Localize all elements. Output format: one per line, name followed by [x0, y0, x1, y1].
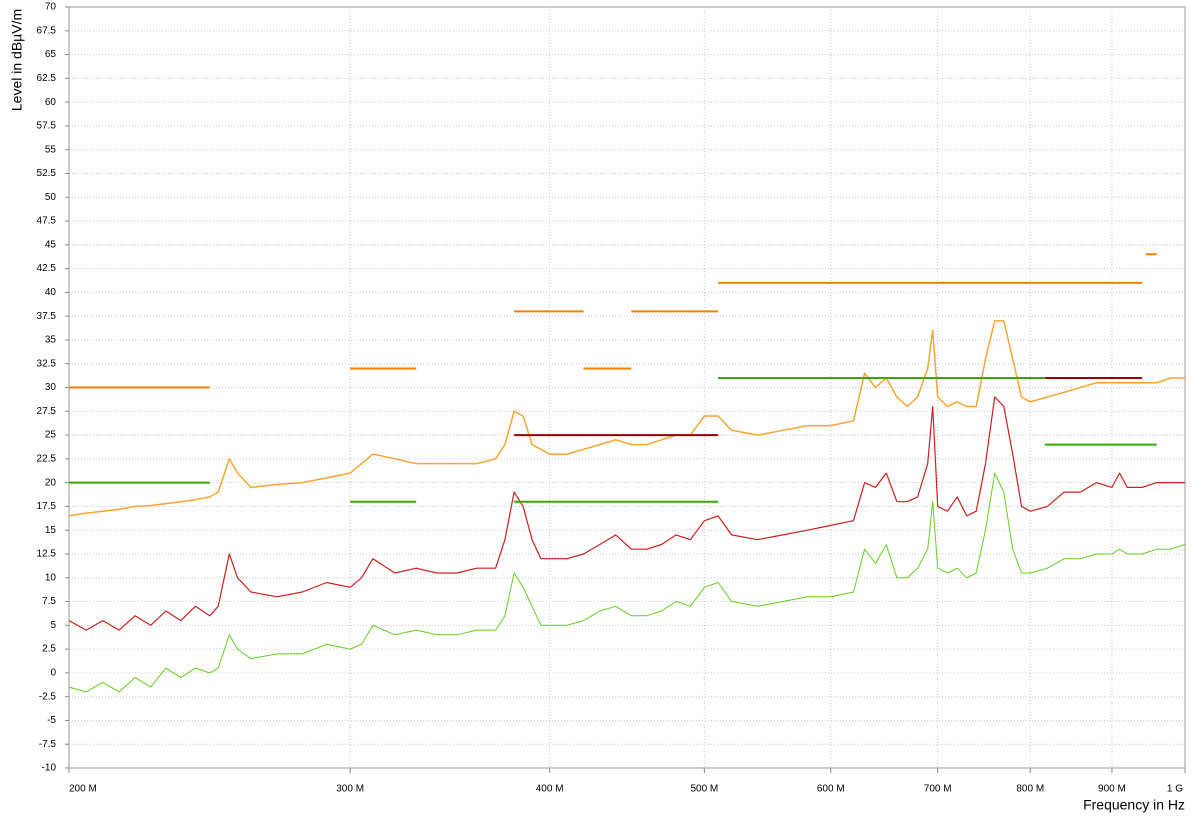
x-axis-title: Frequency in Hz — [1083, 797, 1185, 813]
y-tick-label: 7.5 — [42, 596, 56, 607]
trace-line — [68, 472, 1186, 693]
y-tick-label: 57.5 — [37, 121, 57, 132]
y-tick-label: 5 — [50, 620, 56, 631]
y-tick-label: 37.5 — [37, 311, 57, 322]
x-tick-label: 500 M — [690, 784, 718, 795]
y-tick-label: 50 — [45, 192, 57, 203]
trace-line — [69, 253, 1157, 389]
x-tick-label: 1 G — [1167, 784, 1183, 795]
y-tick-label: 27.5 — [37, 406, 57, 417]
x-tick-label: 600 M — [817, 784, 845, 795]
y-tick-label: 42.5 — [37, 263, 57, 274]
trace-line — [68, 396, 1185, 631]
y-tick-label: -5 — [47, 715, 56, 726]
x-tick-label: 700 M — [924, 784, 952, 795]
y-tick-label: 10 — [45, 572, 57, 583]
y-axis-title: Level in dBµV/m — [9, 9, 25, 111]
y-tick-label: 62.5 — [37, 73, 57, 84]
trace-line — [69, 377, 1157, 503]
x-tick-label: 300 M — [336, 784, 364, 795]
y-tick-label: 70 — [45, 2, 57, 13]
x-tick-label: 200 M — [69, 784, 97, 795]
y-tick-label: 25 — [45, 430, 57, 441]
y-tick-label: 20 — [45, 477, 57, 488]
y-tick-label: 12.5 — [37, 549, 57, 560]
y-tick-label: 47.5 — [37, 216, 57, 227]
y-tick-label: 55 — [45, 144, 57, 155]
x-tick-label: 400 M — [536, 784, 564, 795]
x-tick-label: 800 M — [1016, 784, 1044, 795]
y-tick-label: 35 — [45, 335, 57, 346]
y-tick-label: 22.5 — [37, 453, 57, 464]
y-tick-label: -10 — [42, 763, 57, 774]
y-tick-label: 60 — [45, 97, 57, 108]
y-tick-label: 45 — [45, 239, 57, 250]
trace-line — [514, 377, 1143, 437]
y-tick-label: 65 — [45, 49, 57, 60]
y-tick-label: 67.5 — [37, 25, 57, 36]
y-tick-label: 40 — [45, 287, 57, 298]
y-tick-label: 15 — [45, 525, 57, 536]
y-tick-label: 17.5 — [37, 501, 57, 512]
y-tick-label: -7.5 — [39, 739, 57, 750]
y-tick-label: 30 — [45, 382, 57, 393]
y-tick-label: -2.5 — [39, 691, 57, 702]
y-tick-label: 2.5 — [42, 644, 56, 655]
y-tick-label: 0 — [50, 668, 56, 679]
y-tick-label: 32.5 — [37, 358, 57, 369]
y-tick-label: 52.5 — [37, 168, 57, 179]
x-tick-label: 900 M — [1098, 784, 1126, 795]
